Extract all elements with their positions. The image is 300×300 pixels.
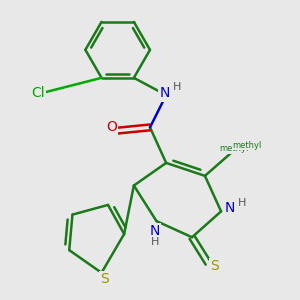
Text: H: H: [238, 198, 246, 208]
Text: Cl: Cl: [32, 86, 45, 100]
Text: H: H: [151, 237, 159, 247]
Text: S: S: [210, 259, 219, 273]
Text: N: N: [150, 224, 160, 238]
Text: S: S: [100, 272, 109, 286]
Text: H: H: [173, 82, 181, 92]
Text: methyl: methyl: [232, 141, 262, 150]
Text: N: N: [159, 86, 170, 100]
Text: N: N: [225, 201, 235, 215]
Text: O: O: [106, 120, 117, 134]
Text: methyl: methyl: [219, 144, 249, 153]
